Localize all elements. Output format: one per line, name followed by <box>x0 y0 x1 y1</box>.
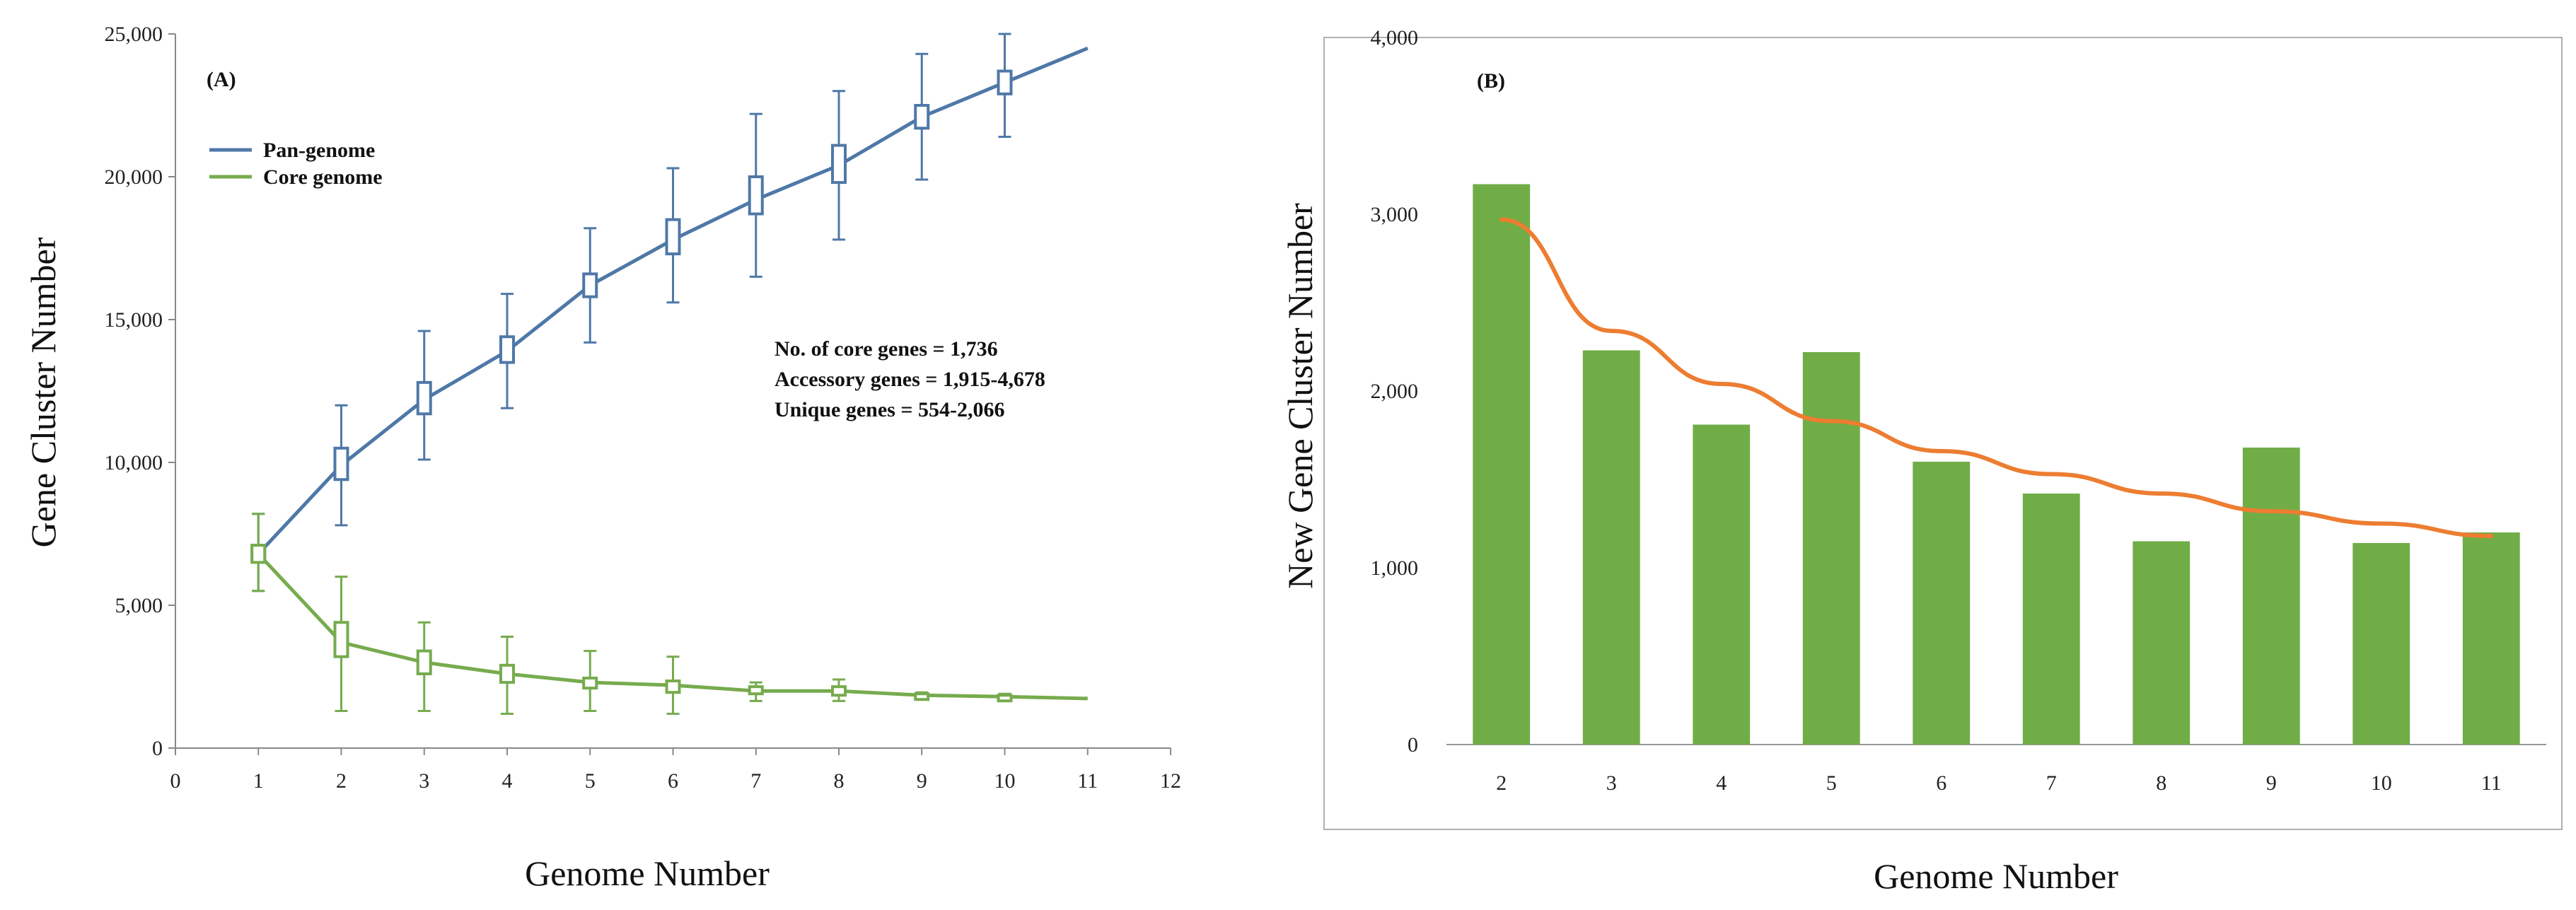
panel-a-x-tick-label: 9 <box>917 769 927 793</box>
pan-genome-boxplot <box>997 33 1013 138</box>
core-genome-boxplot <box>831 678 847 702</box>
annotation-accessory-genes: Accessory genes = 1,915-4,678 <box>774 368 1045 391</box>
panel-a-x-tick-label: 10 <box>994 769 1016 793</box>
panel-b-x-tick-label: 10 <box>2371 771 2392 795</box>
bar-genome-2 <box>1473 184 1531 745</box>
bar-genome-4 <box>1693 424 1751 745</box>
panel-a-y-axis-title: Gene Cluster Number <box>23 237 63 547</box>
panel-a-y-tick-label: 15,000 <box>105 308 163 332</box>
panel-b-x-tick-label: 3 <box>1606 771 1617 795</box>
panel-a-x-tick-label: 3 <box>419 769 429 793</box>
panel-a-x-tick-label: 11 <box>1077 769 1098 793</box>
panel-b-y-tick-label: 2,000 <box>1371 380 1419 403</box>
panel-b-x-tick-label: 11 <box>2481 771 2502 795</box>
bar-genome-6 <box>1913 462 1971 745</box>
bar-genome-3 <box>1582 350 1640 745</box>
bar-genome-10 <box>2352 543 2410 745</box>
core-genome-boxplot <box>333 576 349 712</box>
core-genome-boxplot <box>582 650 598 712</box>
pan-genome-boxplot <box>748 112 764 278</box>
panel-a-label: (A) <box>207 68 236 91</box>
panel-b-frame <box>1323 37 2563 830</box>
panel-b-x-tick-label: 2 <box>1496 771 1507 795</box>
pan-genome-boxplot <box>831 90 847 241</box>
bar-genome-5 <box>1802 352 1860 745</box>
core-genome-boxplot <box>499 635 515 716</box>
bar-genome-11 <box>2462 532 2520 745</box>
panel-a-x-axis-title: Genome Number <box>525 853 770 893</box>
panel-a-x-tick-label: 6 <box>668 769 678 793</box>
legend-core-genome-label: Core genome <box>263 165 383 189</box>
panel-a-x-tick-label: 1 <box>253 769 264 793</box>
panel-b-y-axis-title: New Gene Cluster Number <box>1280 203 1320 589</box>
panel-b-label: (B) <box>1477 69 1505 93</box>
panel-b-y-tick-label: 4,000 <box>1371 26 1419 49</box>
pan-genome-boxplot <box>416 329 432 461</box>
annotation-unique-genes: Unique genes = 554-2,066 <box>774 398 1004 421</box>
panel-a-y-tick-label: 10,000 <box>105 451 163 474</box>
panel-a-annotations: No. of core genes = 1,736 Accessory gene… <box>774 337 1045 421</box>
panel-a-y-tick-label: 5,000 <box>115 594 163 617</box>
panel-a-x-tick-label: 4 <box>502 769 513 793</box>
panel-b-x-axis-title: Genome Number <box>1874 856 2118 896</box>
core-genome-boxplot <box>914 691 930 701</box>
panel-a-legend: Pan-genome Core genome <box>209 139 383 189</box>
panel-b-x-tick-label: 6 <box>1936 771 1946 795</box>
core-genome-boxplot <box>748 681 764 702</box>
pan-genome-boxplot <box>333 404 349 527</box>
panel-a-x-tick-label: 12 <box>1160 769 1181 793</box>
bar-genome-8 <box>2133 541 2191 745</box>
panel-a-y-tick-label: 20,000 <box>105 165 163 189</box>
panel-b-chart: 0 1,000 2,000 3,000 4,000 2 3 4 5 6 7 8 9 10 11 (B) G… <box>1280 26 2563 896</box>
panel-b-y-tick-label: 3,000 <box>1371 203 1419 226</box>
annotation-core-genes: No. of core genes = 1,736 <box>774 337 998 361</box>
panel-b-y-tick-label: 0 <box>1408 733 1418 757</box>
panel-b-x-tick-label: 5 <box>1826 771 1837 795</box>
panel-a-x-tick-label: 8 <box>834 769 845 793</box>
pan-genome-boxplot <box>499 293 515 409</box>
bar-genome-7 <box>2022 494 2080 745</box>
legend-pan-genome-label: Pan-genome <box>263 139 375 162</box>
pan-genome-boxplot <box>665 167 681 304</box>
core-genome-boxplot <box>250 513 267 593</box>
panel-b-x-tick-label: 4 <box>1716 771 1727 795</box>
pan-genome-boxplot <box>582 227 598 344</box>
panel-a-y-tick-label: 25,000 <box>105 23 163 46</box>
bar-genome-9 <box>2242 448 2300 745</box>
panel-b-trendline <box>1499 217 2494 538</box>
core-genome-boxplot <box>665 655 681 716</box>
panel-a-x-tick-label: 5 <box>585 769 596 793</box>
panel-b-x-tick-label: 9 <box>2266 771 2277 795</box>
core-genome-boxplot <box>416 621 432 712</box>
panel-a-x-tick-label: 0 <box>170 769 181 793</box>
panel-a-y-tick-label: 0 <box>152 737 163 760</box>
panel-b-y-tick-label: 1,000 <box>1371 556 1419 580</box>
panel-b-x-tick-label: 7 <box>2046 771 2057 795</box>
panel-a-x-tick-label: 7 <box>750 769 761 793</box>
core-genome-boxplot <box>997 692 1013 703</box>
pan-genome-boxplot <box>914 52 930 181</box>
panel-b-x-tick-label: 8 <box>2156 771 2166 795</box>
panel-a-x-tick-label: 2 <box>336 769 347 793</box>
